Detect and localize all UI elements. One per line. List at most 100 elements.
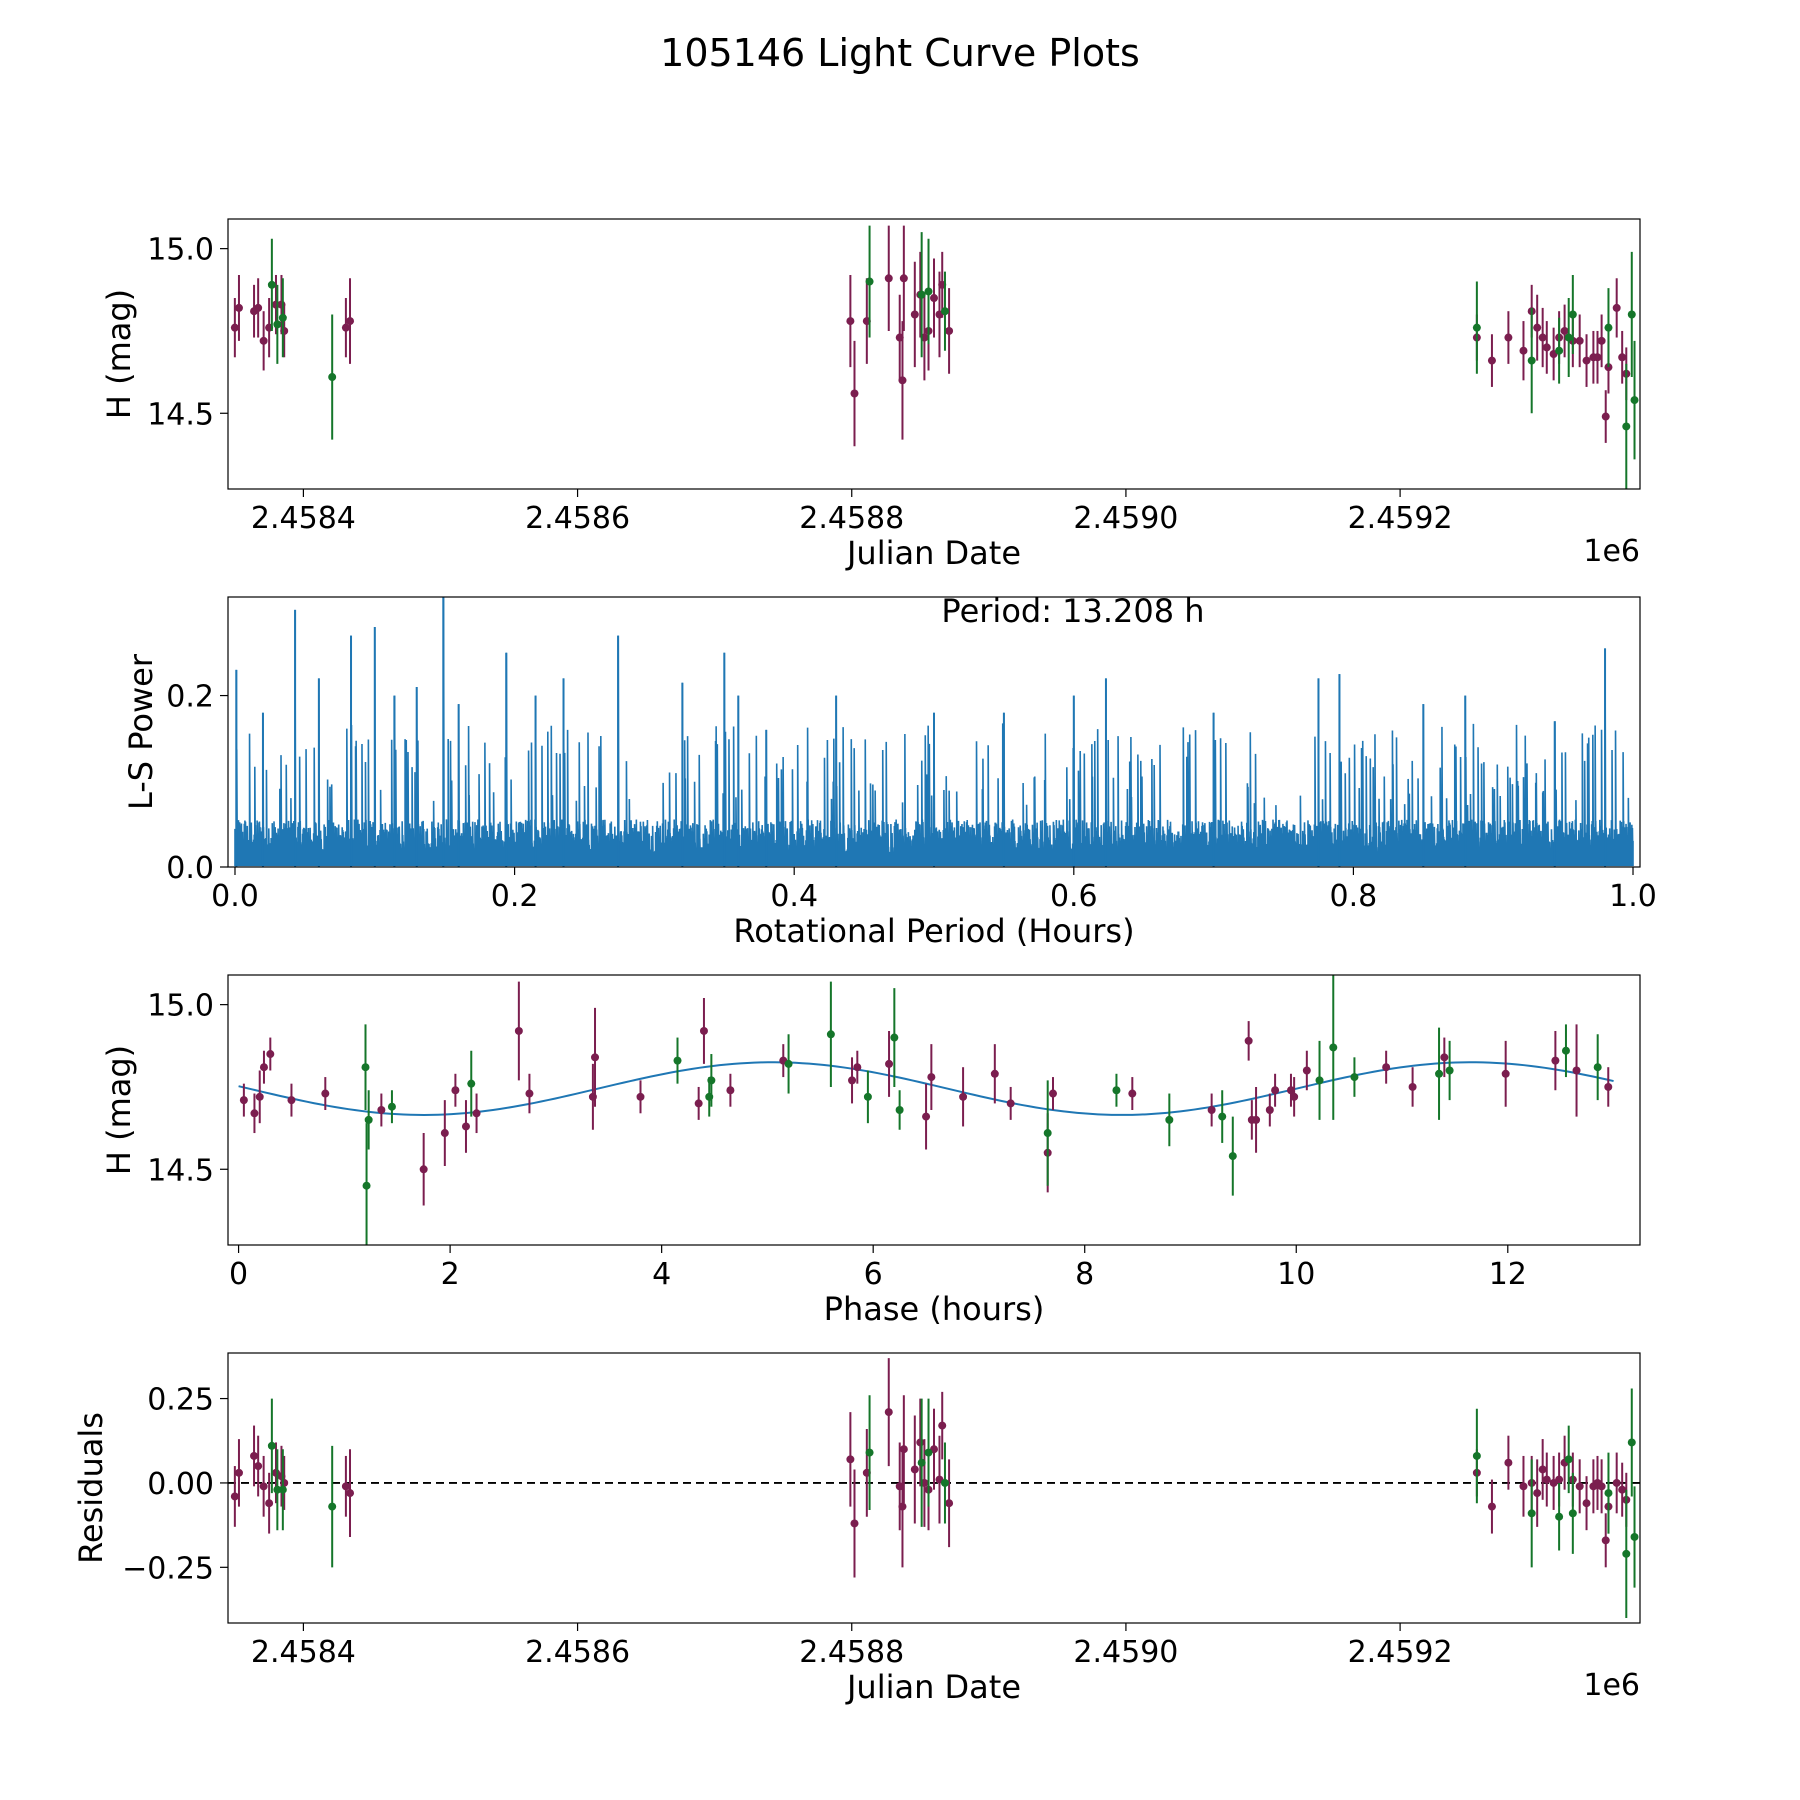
- time-series-panel: 2.4584 2.4586 2.4588 2.4590 2.4592 14.5 15.0 J…: [100, 218, 1641, 572]
- phase-point-c: [250, 1109, 259, 1118]
- phase-point-c: [694, 1099, 703, 1108]
- lightcurve-point-c: [1575, 336, 1584, 345]
- phase-point-c: [1048, 1089, 1057, 1098]
- time-series-ytick-label: 15.0: [147, 233, 214, 268]
- phase-fold-xtick-label: 6: [864, 1257, 883, 1292]
- lightcurve-point-c: [884, 274, 893, 283]
- residual-point-o: [1622, 1549, 1631, 1558]
- phase-fold-xtick-label: 2: [441, 1257, 460, 1292]
- periodogram-xtick-label: 0.2: [491, 879, 539, 914]
- phase-point-o: [467, 1079, 476, 1088]
- lightcurve-point-c: [254, 303, 263, 312]
- residual-point-c: [1533, 1489, 1542, 1498]
- lightcurve-point-o: [1564, 333, 1573, 342]
- lightcurve-point-c: [1519, 346, 1528, 355]
- phase-point-c: [287, 1096, 296, 1105]
- time-series-xlabel: Julian Date: [845, 534, 1021, 572]
- lightcurve-point-c: [1504, 333, 1513, 342]
- residuals-ticks: 2.4584 2.4586 2.4588 2.4590 2.4592 −0.25 0.00 0…: [122, 1383, 1453, 1670]
- lightcurve-point-o: [1555, 346, 1564, 355]
- residual-point-c: [1575, 1482, 1584, 1491]
- periodogram-frame: [227, 596, 1641, 868]
- phase-point-c: [1501, 1069, 1510, 1078]
- residual-point-o: [1564, 1455, 1573, 1464]
- phase-point-o: [1329, 1043, 1338, 1052]
- residual-point-c: [280, 1478, 289, 1487]
- residual-point-c: [916, 1438, 925, 1447]
- phase-point-c: [255, 1092, 264, 1101]
- periodogram-xtick-label: 1.0: [1609, 879, 1657, 914]
- residual-point-c: [1612, 1478, 1621, 1487]
- phase-point-c: [591, 1053, 600, 1062]
- periodogram-xtick-label: 0.4: [770, 879, 818, 914]
- lightcurve-point-o: [865, 277, 874, 286]
- phase-point-c: [1252, 1115, 1261, 1124]
- lightcurve-point-o: [1568, 310, 1577, 319]
- residuals-xtick-label: 2.4590: [1073, 1635, 1178, 1670]
- periodogram-data: [234, 597, 1634, 867]
- lightcurve-point-c: [230, 323, 239, 332]
- residual-point-c: [1601, 1536, 1610, 1545]
- lightcurve-point-c: [1601, 412, 1610, 421]
- phase-point-o: [364, 1115, 373, 1124]
- residual-point-c: [1597, 1482, 1606, 1491]
- residual-point-c: [1542, 1475, 1551, 1484]
- residual-point-c: [1538, 1465, 1547, 1474]
- lightcurve-point-o: [1627, 310, 1636, 319]
- residual-point-c: [884, 1408, 893, 1417]
- lightcurve-point-o: [1604, 323, 1613, 332]
- phase-point-c: [1244, 1036, 1253, 1045]
- periodogram-ytick-label: 0.2: [166, 680, 214, 715]
- phase-point-o: [1218, 1112, 1227, 1121]
- figure-title: 105146 Light Curve Plots: [660, 31, 1140, 75]
- phase-point-c: [1271, 1086, 1280, 1095]
- periodogram-ytick-label: 0.0: [166, 851, 214, 886]
- phase-fold-ticks: 0 2 4 6 8 10 12 14.5 15.0: [147, 989, 1527, 1292]
- time-series-xtick-label: 2.4590: [1073, 501, 1178, 536]
- lightcurve-point-c: [1593, 353, 1602, 362]
- periodogram-xtick-label: 0.6: [1050, 879, 1098, 914]
- residual-point-o: [1527, 1509, 1536, 1518]
- residual-point-o: [917, 1458, 926, 1467]
- phase-point-o: [1445, 1066, 1454, 1075]
- residuals-offset-label: 1e6: [1583, 1668, 1640, 1703]
- phase-fold-ylabel: H (mag): [100, 1045, 138, 1175]
- lightcurve-point-c: [899, 274, 908, 283]
- phase-point-c: [1302, 1066, 1311, 1075]
- periodogram-ylabel: L-S Power: [122, 653, 160, 810]
- residuals-ylabel: Residuals: [72, 1412, 110, 1564]
- phase-point-c: [239, 1096, 248, 1105]
- time-series-offset-label: 1e6: [1583, 534, 1640, 569]
- phase-point-o: [707, 1076, 716, 1085]
- phase-point-o: [895, 1106, 904, 1114]
- lightcurve-point-c: [1538, 333, 1547, 342]
- lightcurve-point-o: [273, 320, 282, 329]
- phase-point-o: [387, 1102, 396, 1111]
- residual-point-c: [1487, 1502, 1496, 1511]
- phase-point-o: [863, 1092, 872, 1101]
- residual-point-c: [230, 1492, 239, 1501]
- periodogram-xlabel: Rotational Period (Hours): [733, 912, 1134, 950]
- lightcurve-point-o: [917, 290, 926, 299]
- residual-point-c: [259, 1482, 268, 1491]
- phase-point-o: [1112, 1086, 1121, 1095]
- time-series-xtick-label: 2.4586: [525, 501, 630, 536]
- lightcurve-point-c: [1582, 356, 1591, 365]
- residual-point-o: [328, 1502, 337, 1511]
- phase-fold-xtick-label: 4: [652, 1257, 671, 1292]
- phase-point-o: [784, 1059, 793, 1068]
- phase-point-c: [377, 1106, 386, 1114]
- phase-point-c: [922, 1112, 931, 1121]
- phase-point-c: [1006, 1099, 1015, 1108]
- residual-point-o: [1627, 1438, 1636, 1447]
- residuals-xtick-label: 2.4588: [799, 1635, 904, 1670]
- residual-point-o: [940, 1478, 949, 1487]
- phase-point-c: [472, 1109, 481, 1118]
- time-series-ylabel: H (mag): [100, 289, 138, 419]
- phase-point-c: [853, 1063, 862, 1072]
- lightcurve-point-o: [1527, 356, 1536, 365]
- residual-point-c: [346, 1489, 355, 1498]
- residual-point-c: [846, 1455, 855, 1464]
- phase-point-c: [1265, 1106, 1274, 1114]
- phase-point-o: [826, 1030, 835, 1039]
